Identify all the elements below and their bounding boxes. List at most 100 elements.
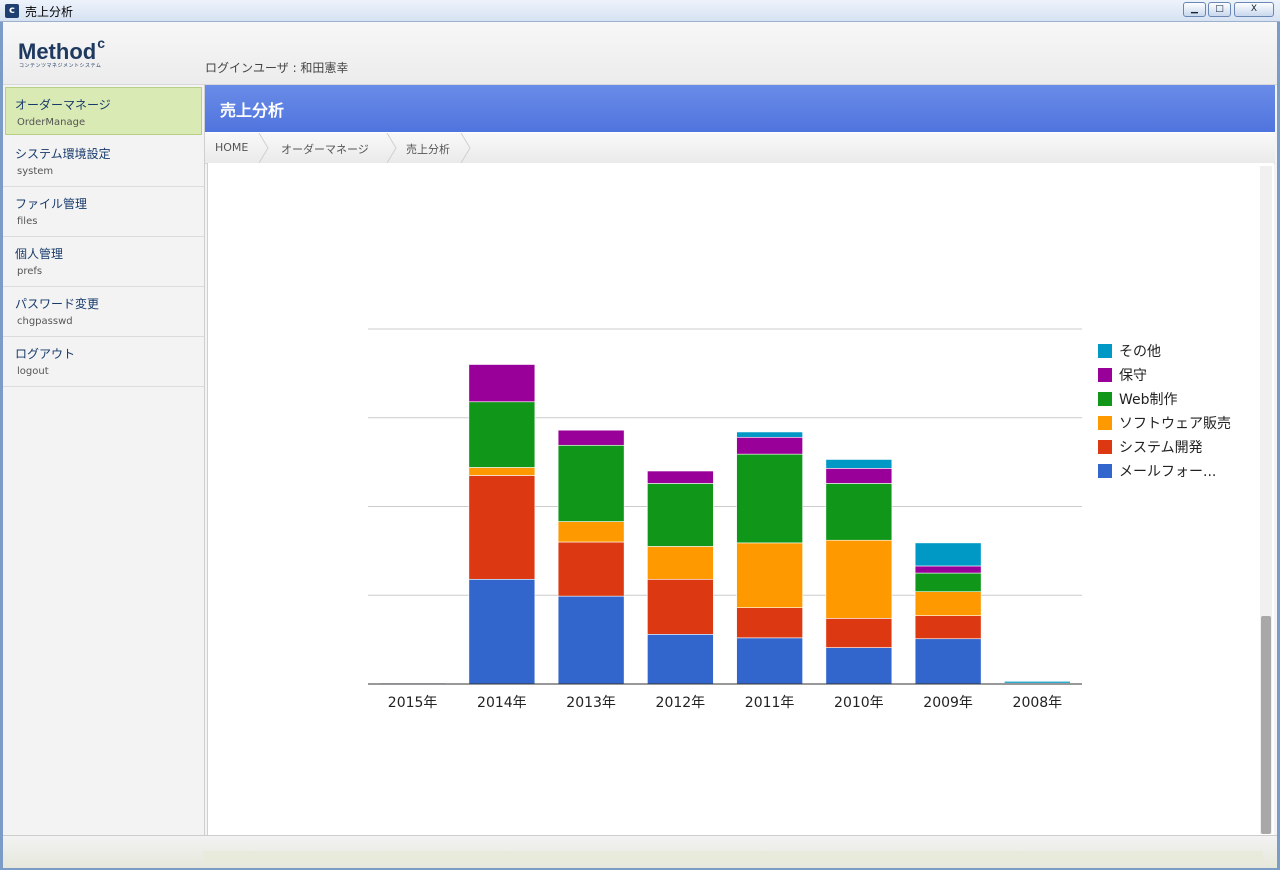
chart-bar-segment — [468, 578, 536, 685]
sidebar-item-sublabel: prefs — [17, 266, 43, 277]
sidebar-item-logout[interactable]: ログアウト logout — [3, 337, 204, 387]
chart-bar-segment — [557, 521, 625, 543]
sidebar-item-label: オーダーマネージ — [15, 98, 111, 112]
chart-bar-segment — [736, 431, 803, 438]
minimize-button[interactable]: ▁ — [1183, 2, 1206, 17]
sidebar-item-sublabel: logout — [17, 366, 49, 377]
chart-bar-segment — [468, 467, 536, 476]
chart-bar-segment — [825, 468, 893, 484]
sidebar-item-files[interactable]: ファイル管理 files — [3, 187, 204, 237]
chart-bar-segment — [736, 542, 803, 608]
scrollbar-thumb[interactable] — [1261, 616, 1271, 834]
sidebar-item-prefs[interactable]: 個人管理 prefs — [3, 237, 204, 287]
legend-swatch — [1098, 344, 1112, 358]
sidebar-item-label: ファイル管理 — [15, 197, 88, 211]
sidebar-item-label: パスワード変更 — [15, 297, 100, 311]
x-tick-label: 2012年 — [656, 695, 706, 711]
chart-bar-segment — [914, 565, 982, 574]
chart-bar-segment — [468, 364, 536, 403]
x-tick-label: 2015年 — [388, 695, 438, 711]
x-tick-label: 2009年 — [923, 695, 973, 711]
chart-bar-segment — [736, 453, 803, 544]
chart-bar-segment — [914, 572, 982, 593]
sidebar-item-label: システム環境設定 — [15, 147, 111, 161]
chart-bar-segment — [647, 470, 714, 484]
chart-bar-segment — [557, 595, 625, 685]
breadcrumb-home[interactable]: HOME — [215, 141, 249, 154]
page-header: 売上分析 — [205, 85, 1275, 132]
sidebar-item-label: 個人管理 — [15, 247, 64, 261]
app-frame: Methodc コンテンツマネジメントシステム ログインユーザ : 和田憲幸 オ… — [3, 22, 1277, 868]
sidebar-item-label: ログアウト — [15, 347, 76, 361]
horizontal-scrollbar[interactable] — [203, 851, 1263, 863]
breadcrumb-ordermanage[interactable]: オーダーマネージ — [281, 143, 369, 156]
breadcrumb-current: 売上分析 — [406, 143, 450, 156]
x-tick-label: 2014年 — [477, 695, 527, 711]
chart-bar-segment — [1004, 681, 1071, 684]
main-area: 売上分析 HOME オーダーマネージ 売上分析 2015年 2014年 2013年 2… — [205, 85, 1277, 835]
legend-label: Web制作 — [1119, 392, 1178, 408]
legend-swatch — [1098, 416, 1112, 430]
chart-bar-segment — [557, 429, 625, 446]
logo: Methodc — [18, 35, 105, 64]
chart-bar-segment — [914, 615, 982, 640]
window-titlebar: c 売上分析 ▁ □ X — [0, 0, 1280, 22]
sidebar-item-sublabel: files — [17, 216, 38, 227]
chart-bar-segment — [914, 638, 982, 685]
close-button[interactable]: X — [1234, 2, 1274, 17]
chart-panel: 2015年 2014年 2013年 2012年 2011年 2010年 2009年 2008年… — [207, 163, 1274, 835]
x-tick-label: 2008年 — [1013, 695, 1063, 711]
app-header: Methodc コンテンツマネジメントシステム ログインユーザ : 和田憲幸 — [3, 22, 1277, 85]
maximize-button[interactable]: □ — [1208, 2, 1231, 17]
legend-label: メールフォー... — [1119, 464, 1216, 480]
chart-bar-segment — [557, 541, 625, 597]
x-tick-label: 2011年 — [745, 695, 795, 711]
chart-bar-segment — [825, 539, 893, 619]
legend-swatch — [1098, 392, 1112, 406]
chart-bar-segment — [468, 401, 536, 468]
chart-bar-segment — [825, 459, 893, 469]
chart-bar-segment — [825, 483, 893, 541]
chart-bar-segment — [825, 618, 893, 648]
legend-label: その他 — [1119, 344, 1161, 360]
chart-bar-segment — [647, 483, 714, 547]
legend-swatch — [1098, 368, 1112, 382]
x-tick-label: 2010年 — [834, 695, 884, 711]
logo-subtitle: コンテンツマネジメントシステム — [19, 63, 102, 69]
sales-chart: 2015年 2014年 2013年 2012年 2011年 2010年 2009年 2008年… — [368, 328, 1231, 711]
legend-swatch — [1098, 440, 1112, 454]
chart-bar-segment — [914, 542, 982, 567]
app-icon: c — [5, 4, 19, 18]
breadcrumb-separator-icon — [258, 133, 269, 163]
chart-bar-segment — [736, 607, 803, 639]
sidebar-item-sublabel: chgpasswd — [17, 316, 73, 327]
legend-swatch — [1098, 464, 1112, 478]
legend-label: 保守 — [1119, 368, 1147, 384]
sidebar-item-chgpasswd[interactable]: パスワード変更 chgpasswd — [3, 287, 204, 337]
breadcrumb-separator-icon — [460, 133, 471, 163]
chart-bar-segment — [825, 647, 893, 685]
sidebar-item-sublabel: system — [17, 166, 54, 177]
chart-bar-segment — [736, 436, 803, 455]
sidebar-item-ordermanage[interactable]: オーダーマネージ OrderManage — [5, 87, 202, 135]
window-title: 売上分析 — [25, 5, 74, 19]
status-bar — [3, 835, 1277, 868]
chart-bar-segment — [647, 578, 714, 635]
breadcrumb-separator-icon — [386, 133, 397, 163]
login-user: ログインユーザ : 和田憲幸 — [205, 61, 349, 75]
breadcrumb: HOME オーダーマネージ 売上分析 — [205, 132, 1275, 164]
sidebar: オーダーマネージ OrderManage システム環境設定 system ファイ… — [3, 85, 205, 835]
vertical-scrollbar[interactable] — [1260, 166, 1272, 834]
chart-bar-segment — [557, 444, 625, 522]
sidebar-item-system[interactable]: システム環境設定 system — [3, 137, 204, 187]
legend-label: システム開発 — [1119, 440, 1203, 456]
chart-bar-segment — [647, 633, 714, 685]
sidebar-item-sublabel: OrderManage — [17, 117, 86, 128]
chart-bar-segment — [914, 591, 982, 616]
page-title: 売上分析 — [220, 101, 285, 120]
chart-bar-segment — [647, 546, 714, 580]
legend-label: ソフトウェア販売 — [1119, 416, 1231, 432]
chart-bar-segment — [468, 475, 536, 580]
chart-bar-segment — [736, 637, 803, 685]
x-tick-label: 2013年 — [566, 695, 616, 711]
